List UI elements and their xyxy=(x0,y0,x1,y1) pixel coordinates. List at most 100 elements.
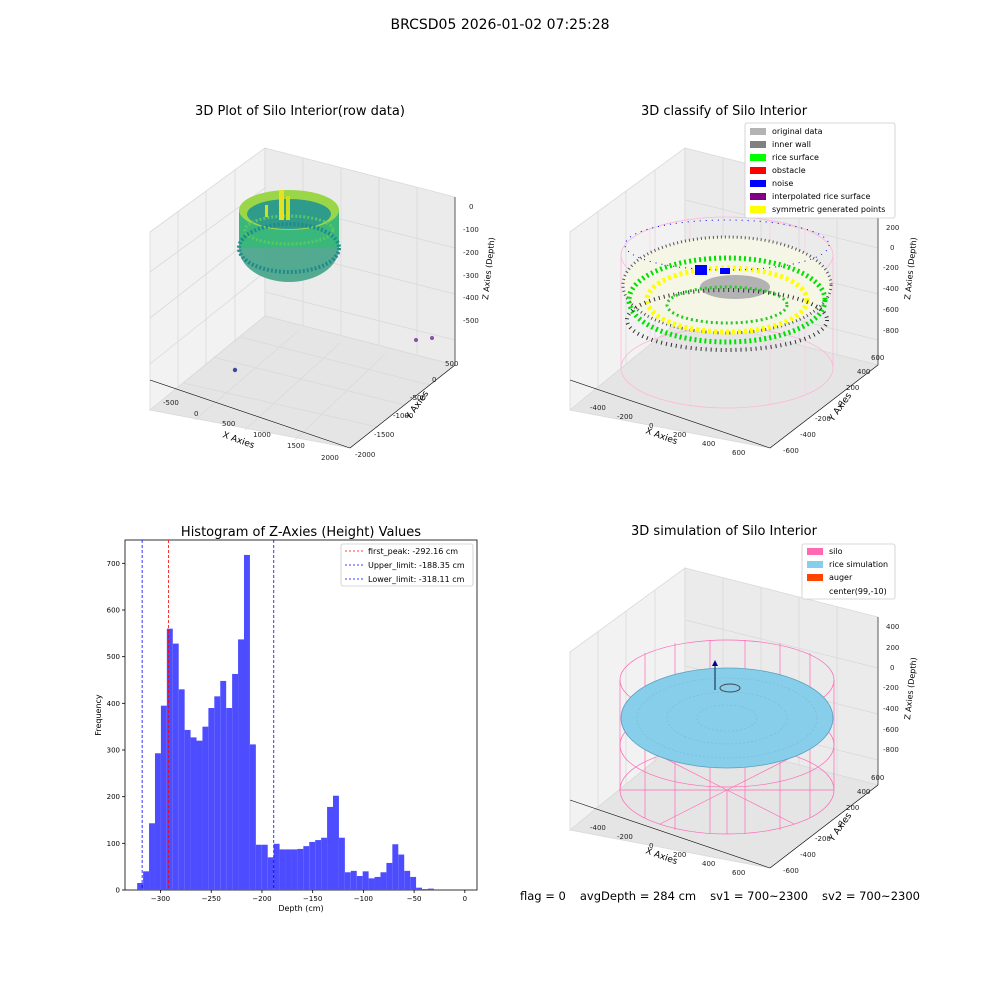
z-axis-label-2: Z Axies (Depth) xyxy=(903,237,919,300)
y-tick-4-4: 200 xyxy=(846,804,859,812)
legend-label-auger: auger xyxy=(829,573,853,582)
histogram-bar xyxy=(327,806,334,890)
panel-simulation-3d: silo rice simulation auger center(99,-10… xyxy=(569,543,919,877)
legend-label-lower-limit: Lower_limit: -318.11 cm xyxy=(368,575,465,584)
z-tick-4-6: -800 xyxy=(883,746,899,754)
z-tick-4-4: -400 xyxy=(883,705,899,713)
histogram-x-ticks: −300 −250 −200 −150 −100 −50 0 xyxy=(151,890,467,903)
panel1-title: 3D Plot of Silo Interior(row data) xyxy=(195,104,405,119)
histogram-bar xyxy=(243,554,250,890)
z-tick-4-0: 400 xyxy=(886,623,899,631)
y-tick-1-3: -500 xyxy=(410,394,426,402)
x-tick-4-4: 400 xyxy=(702,860,715,868)
z-tick-2-0: 200 xyxy=(886,224,899,232)
y-tick-4-6: 600 xyxy=(871,774,884,782)
histogram-bar xyxy=(137,883,144,890)
x-tick-label: −200 xyxy=(252,895,271,903)
legend-swatch-noise xyxy=(750,180,766,187)
x-tick-4-2: 0 xyxy=(649,842,653,850)
legend-label-first-peak: first_peak: -292.16 cm xyxy=(368,547,458,556)
x-tick-4-3: 200 xyxy=(673,851,686,859)
x-tick-2-3: 200 xyxy=(673,431,686,439)
z-tick-2-1: 0 xyxy=(890,244,894,252)
histogram-bar xyxy=(238,639,244,890)
histogram-bar xyxy=(184,729,191,890)
y-tick-2-5: 400 xyxy=(857,368,870,376)
histogram-bar xyxy=(297,848,304,890)
x-tick-1-0: -500 xyxy=(163,399,179,407)
y-tick-label: 600 xyxy=(107,607,120,615)
histogram-bar xyxy=(190,737,197,890)
histogram-bar xyxy=(350,870,357,890)
x-tick-label: −250 xyxy=(202,895,221,903)
panel2-title: 3D classify of Silo Interior xyxy=(640,104,808,119)
x-tick-label: −300 xyxy=(151,895,170,903)
y-tick-1-0: -2000 xyxy=(355,451,375,459)
legend-swatch-obstacle xyxy=(750,167,766,174)
histogram-bar xyxy=(362,871,369,890)
histogram-vlines xyxy=(141,540,275,890)
x-tick-2-4: 400 xyxy=(702,440,715,448)
histogram-bar xyxy=(232,673,239,890)
z-tick-1-3: -300 xyxy=(463,272,479,280)
legend-swatch-interpolated xyxy=(750,193,766,200)
histogram-bar xyxy=(220,680,227,890)
histogram-bar xyxy=(398,854,405,890)
histogram-bar xyxy=(380,872,387,890)
panel-classify-3d: original data inner wall rice surface ob… xyxy=(569,122,919,457)
x-tick-1-4: 1500 xyxy=(287,442,305,450)
histogram-bar xyxy=(315,840,322,890)
y-tick-label: 400 xyxy=(107,700,120,708)
z-axis-label-1: Z Axies (Depth) xyxy=(481,237,497,300)
histogram-bar xyxy=(202,726,209,890)
y-tick-2-4: 200 xyxy=(846,384,859,392)
z-tick-2-5: -800 xyxy=(883,327,899,335)
histogram-bar xyxy=(160,705,167,890)
z-tick-1-1: -100 xyxy=(463,226,479,234)
histogram-bar xyxy=(226,708,233,890)
legend-label-center: center(99,-10) xyxy=(829,587,887,596)
legend-label-noise: noise xyxy=(772,179,793,188)
y-tick-2-3: 0 xyxy=(838,400,842,408)
x-tick-4-5: 600 xyxy=(732,869,745,877)
y-tick-label: 300 xyxy=(107,747,120,755)
legend-swatch-rice-simulation xyxy=(807,561,823,568)
x-tick-label: −50 xyxy=(407,895,422,903)
x-tick-4-1: -200 xyxy=(617,833,633,841)
y-tick-label: 200 xyxy=(107,793,120,801)
y-tick-4-0: -600 xyxy=(783,867,799,875)
z-tick-4-5: -600 xyxy=(883,726,899,734)
avg-depth-text: avgDepth = 284 cm xyxy=(579,889,697,903)
histogram-bar xyxy=(166,628,173,890)
histogram-bars xyxy=(137,554,434,890)
axis-ticks-4: -400 -200 0 200 400 600 -600 -400 -200 0… xyxy=(590,623,899,877)
z-tick-4-1: 200 xyxy=(886,644,899,652)
y-tick-label: 700 xyxy=(107,560,120,568)
y-tick-4-2: -200 xyxy=(815,835,831,843)
y-tick-4-1: -400 xyxy=(800,851,816,859)
y-tick-2-6: 600 xyxy=(871,354,884,362)
histogram-bar xyxy=(404,870,411,890)
x-tick-label: −100 xyxy=(354,895,373,903)
y-tick-1-2: -1000 xyxy=(393,412,413,420)
histogram-bar xyxy=(208,708,215,890)
x-tick-label: −150 xyxy=(303,895,322,903)
histogram-bar xyxy=(333,795,339,890)
histogram-bar xyxy=(172,643,179,890)
histogram-bar xyxy=(386,862,393,890)
flag-text: flag = 0 xyxy=(520,889,566,903)
x-tick-4-0: -400 xyxy=(590,824,606,832)
legend-swatch-inner-wall xyxy=(750,141,766,148)
legend-swatch-symmetric xyxy=(750,206,766,213)
histogram-x-label: Depth (cm) xyxy=(278,904,323,913)
legend-swatch-original-data xyxy=(750,128,766,135)
histogram-bar xyxy=(291,849,298,890)
histogram-bar xyxy=(261,844,268,890)
z-tick-2-3: -400 xyxy=(883,285,899,293)
x-tick-2-2: 0 xyxy=(649,422,653,430)
legend-label-inner-wall: inner wall xyxy=(772,140,811,149)
legend-label-interpolated: interpolated rice surface xyxy=(772,192,870,201)
histogram-bar xyxy=(255,844,262,890)
z-axis-label-4: Z Axies (Depth) xyxy=(903,657,919,720)
